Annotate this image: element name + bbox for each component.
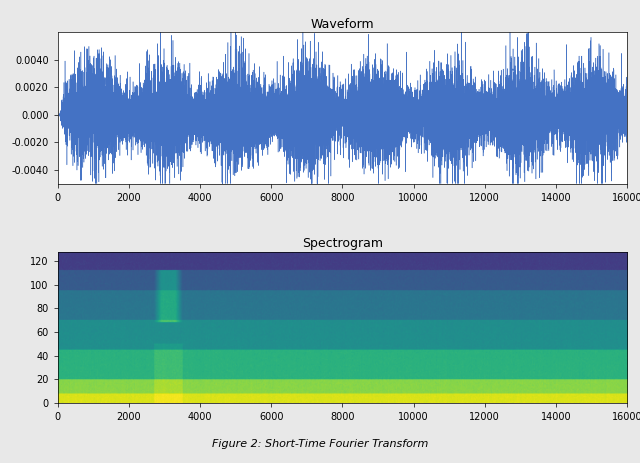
Title: Waveform: Waveform [310,18,374,31]
Title: Spectrogram: Spectrogram [302,238,383,250]
Text: Figure 2: Short-Time Fourier Transform: Figure 2: Short-Time Fourier Transform [212,439,428,450]
